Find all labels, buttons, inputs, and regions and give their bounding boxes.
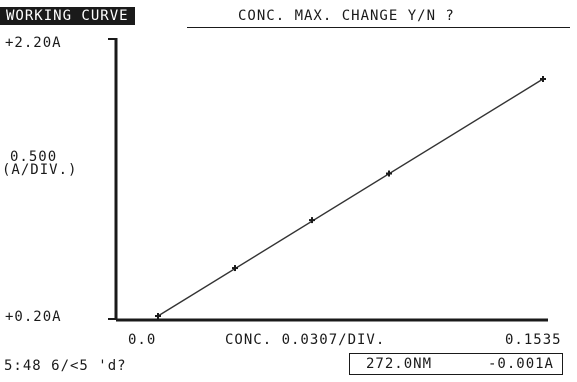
data-point bbox=[155, 313, 161, 319]
status-text: 5:48 6/<5 'd? bbox=[4, 358, 127, 374]
y-axis-scale-value: 0.500 bbox=[10, 149, 58, 165]
conc-max-change-prompt[interactable]: CONC. MAX. CHANGE Y/N ? bbox=[238, 8, 455, 24]
x-axis-max-label: 0.1535 bbox=[505, 332, 562, 348]
x-axis-scale-label: CONC. 0.0307/DIV. bbox=[225, 332, 386, 348]
calibration-fit-line bbox=[157, 78, 544, 317]
y-axis-min-label: +0.20A bbox=[5, 309, 62, 325]
prompt-underline bbox=[187, 27, 570, 28]
data-point bbox=[540, 75, 546, 82]
x-axis-min-label: 0.0 bbox=[128, 332, 157, 348]
screen-title: WORKING CURVE bbox=[0, 7, 135, 25]
y-axis-max-label: +2.20A bbox=[5, 35, 62, 51]
wavelength-readout: 272.0NM bbox=[366, 356, 433, 372]
absorbance-readout: -0.001A bbox=[487, 356, 554, 372]
data-point bbox=[232, 265, 238, 272]
calibration-points bbox=[155, 75, 546, 319]
y-axis-scale-unit: (A/DIV.) bbox=[2, 162, 78, 178]
data-point bbox=[309, 217, 315, 224]
data-point bbox=[386, 170, 392, 177]
measurement-readout: 272.0NM -0.001A bbox=[349, 353, 563, 375]
